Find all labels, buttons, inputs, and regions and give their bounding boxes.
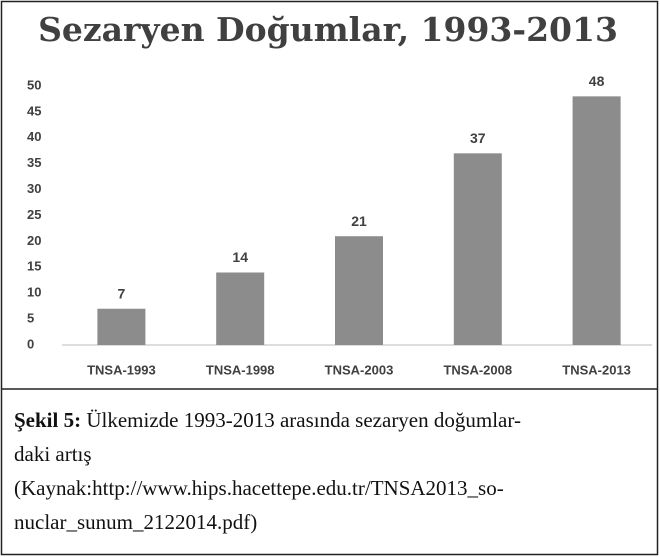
x-tick-label: TNSA-2003 [325, 362, 394, 377]
y-tick-label: 10 [27, 285, 41, 300]
bar [572, 96, 621, 345]
x-tick-label: TNSA-1998 [206, 362, 275, 377]
caption-text: Ülkemizde 1993-2013 arasında sezaryen do… [86, 408, 521, 432]
caption-line: Şekil 5: Ülkemizde 1993-2013 arasında se… [14, 408, 521, 432]
caption-line: (Kaynak:http://www.hips.hacettepe.edu.tr… [14, 476, 504, 500]
caption-line: daki artış [14, 442, 92, 466]
data-label: 21 [351, 213, 367, 229]
y-tick-label: 20 [27, 233, 41, 248]
caption-label: Şekil 5: [14, 408, 81, 432]
y-tick-label: 40 [27, 129, 41, 144]
x-tick-label: TNSA-1993 [87, 362, 156, 377]
bar [453, 153, 502, 345]
y-tick-label: 5 [27, 311, 34, 326]
y-tick-label: 30 [27, 181, 41, 196]
chart-title: Sezaryen Doğumlar, 1993-2013 [38, 10, 618, 49]
bar [97, 308, 146, 345]
y-tick-label: 25 [27, 207, 41, 222]
data-label: 37 [470, 130, 486, 146]
y-tick-label: 50 [27, 77, 41, 92]
bar [216, 272, 265, 345]
data-label: 48 [589, 73, 605, 89]
data-label: 7 [118, 285, 126, 301]
data-label: 14 [232, 249, 248, 265]
y-tick-label: 0 [27, 336, 34, 351]
y-tick-label: 35 [27, 155, 41, 170]
x-tick-label: TNSA-2008 [443, 362, 512, 377]
caption-line: nuclar_sunum_2122014.pdf) [14, 510, 257, 534]
y-tick-label: 45 [27, 103, 41, 118]
bar [335, 236, 383, 345]
x-tick-label: TNSA-2013 [562, 362, 631, 377]
y-tick-label: 15 [27, 259, 41, 274]
